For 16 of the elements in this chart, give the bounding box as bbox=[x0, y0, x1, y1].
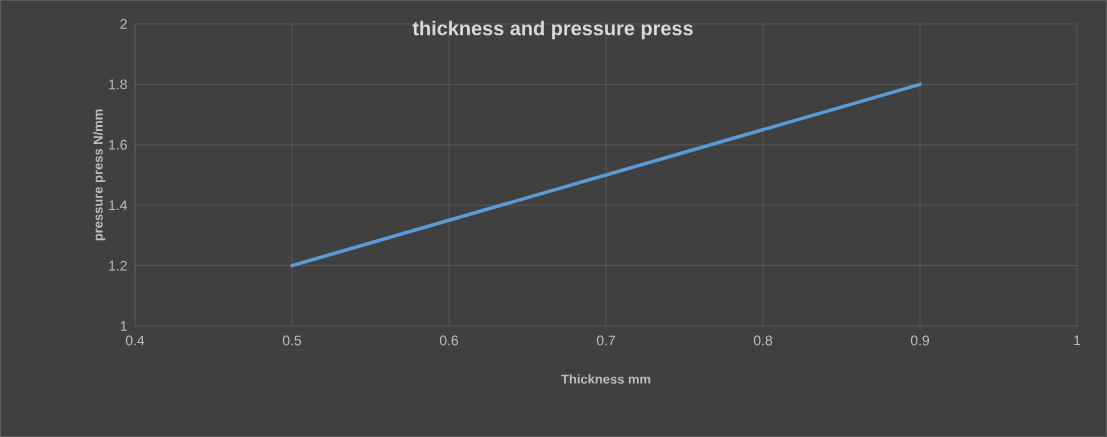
x-tick-label: 1 bbox=[1074, 335, 1081, 346]
x-axis-title: Thickness mm bbox=[561, 374, 651, 384]
x-tick-label: 0.5 bbox=[282, 335, 302, 346]
y-tick-label: 1.6 bbox=[109, 139, 127, 150]
x-tick-label: 0.7 bbox=[596, 335, 616, 346]
x-tick-label: 0.4 bbox=[125, 335, 145, 346]
y-tick-label: 1.2 bbox=[109, 260, 127, 271]
y-tick-label: 1.8 bbox=[109, 79, 127, 90]
x-tick-label: 0.8 bbox=[753, 335, 773, 346]
y-tick-label: 1 bbox=[120, 321, 127, 331]
chart-title: thickness and pressure press bbox=[412, 20, 693, 40]
x-tick-label: 0.6 bbox=[439, 335, 459, 346]
y-tick-label: 1.4 bbox=[109, 200, 128, 210]
y-tick-label: 2 bbox=[120, 19, 127, 29]
x-tick-label: 0.9 bbox=[910, 335, 930, 346]
y-axis-title: pressure press N/mm bbox=[93, 109, 106, 241]
